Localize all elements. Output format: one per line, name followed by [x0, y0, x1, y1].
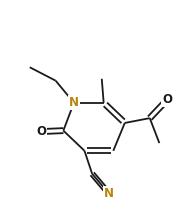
Text: O: O: [162, 93, 172, 106]
Text: N: N: [103, 187, 113, 200]
Text: O: O: [36, 125, 46, 138]
Text: N: N: [69, 96, 79, 109]
